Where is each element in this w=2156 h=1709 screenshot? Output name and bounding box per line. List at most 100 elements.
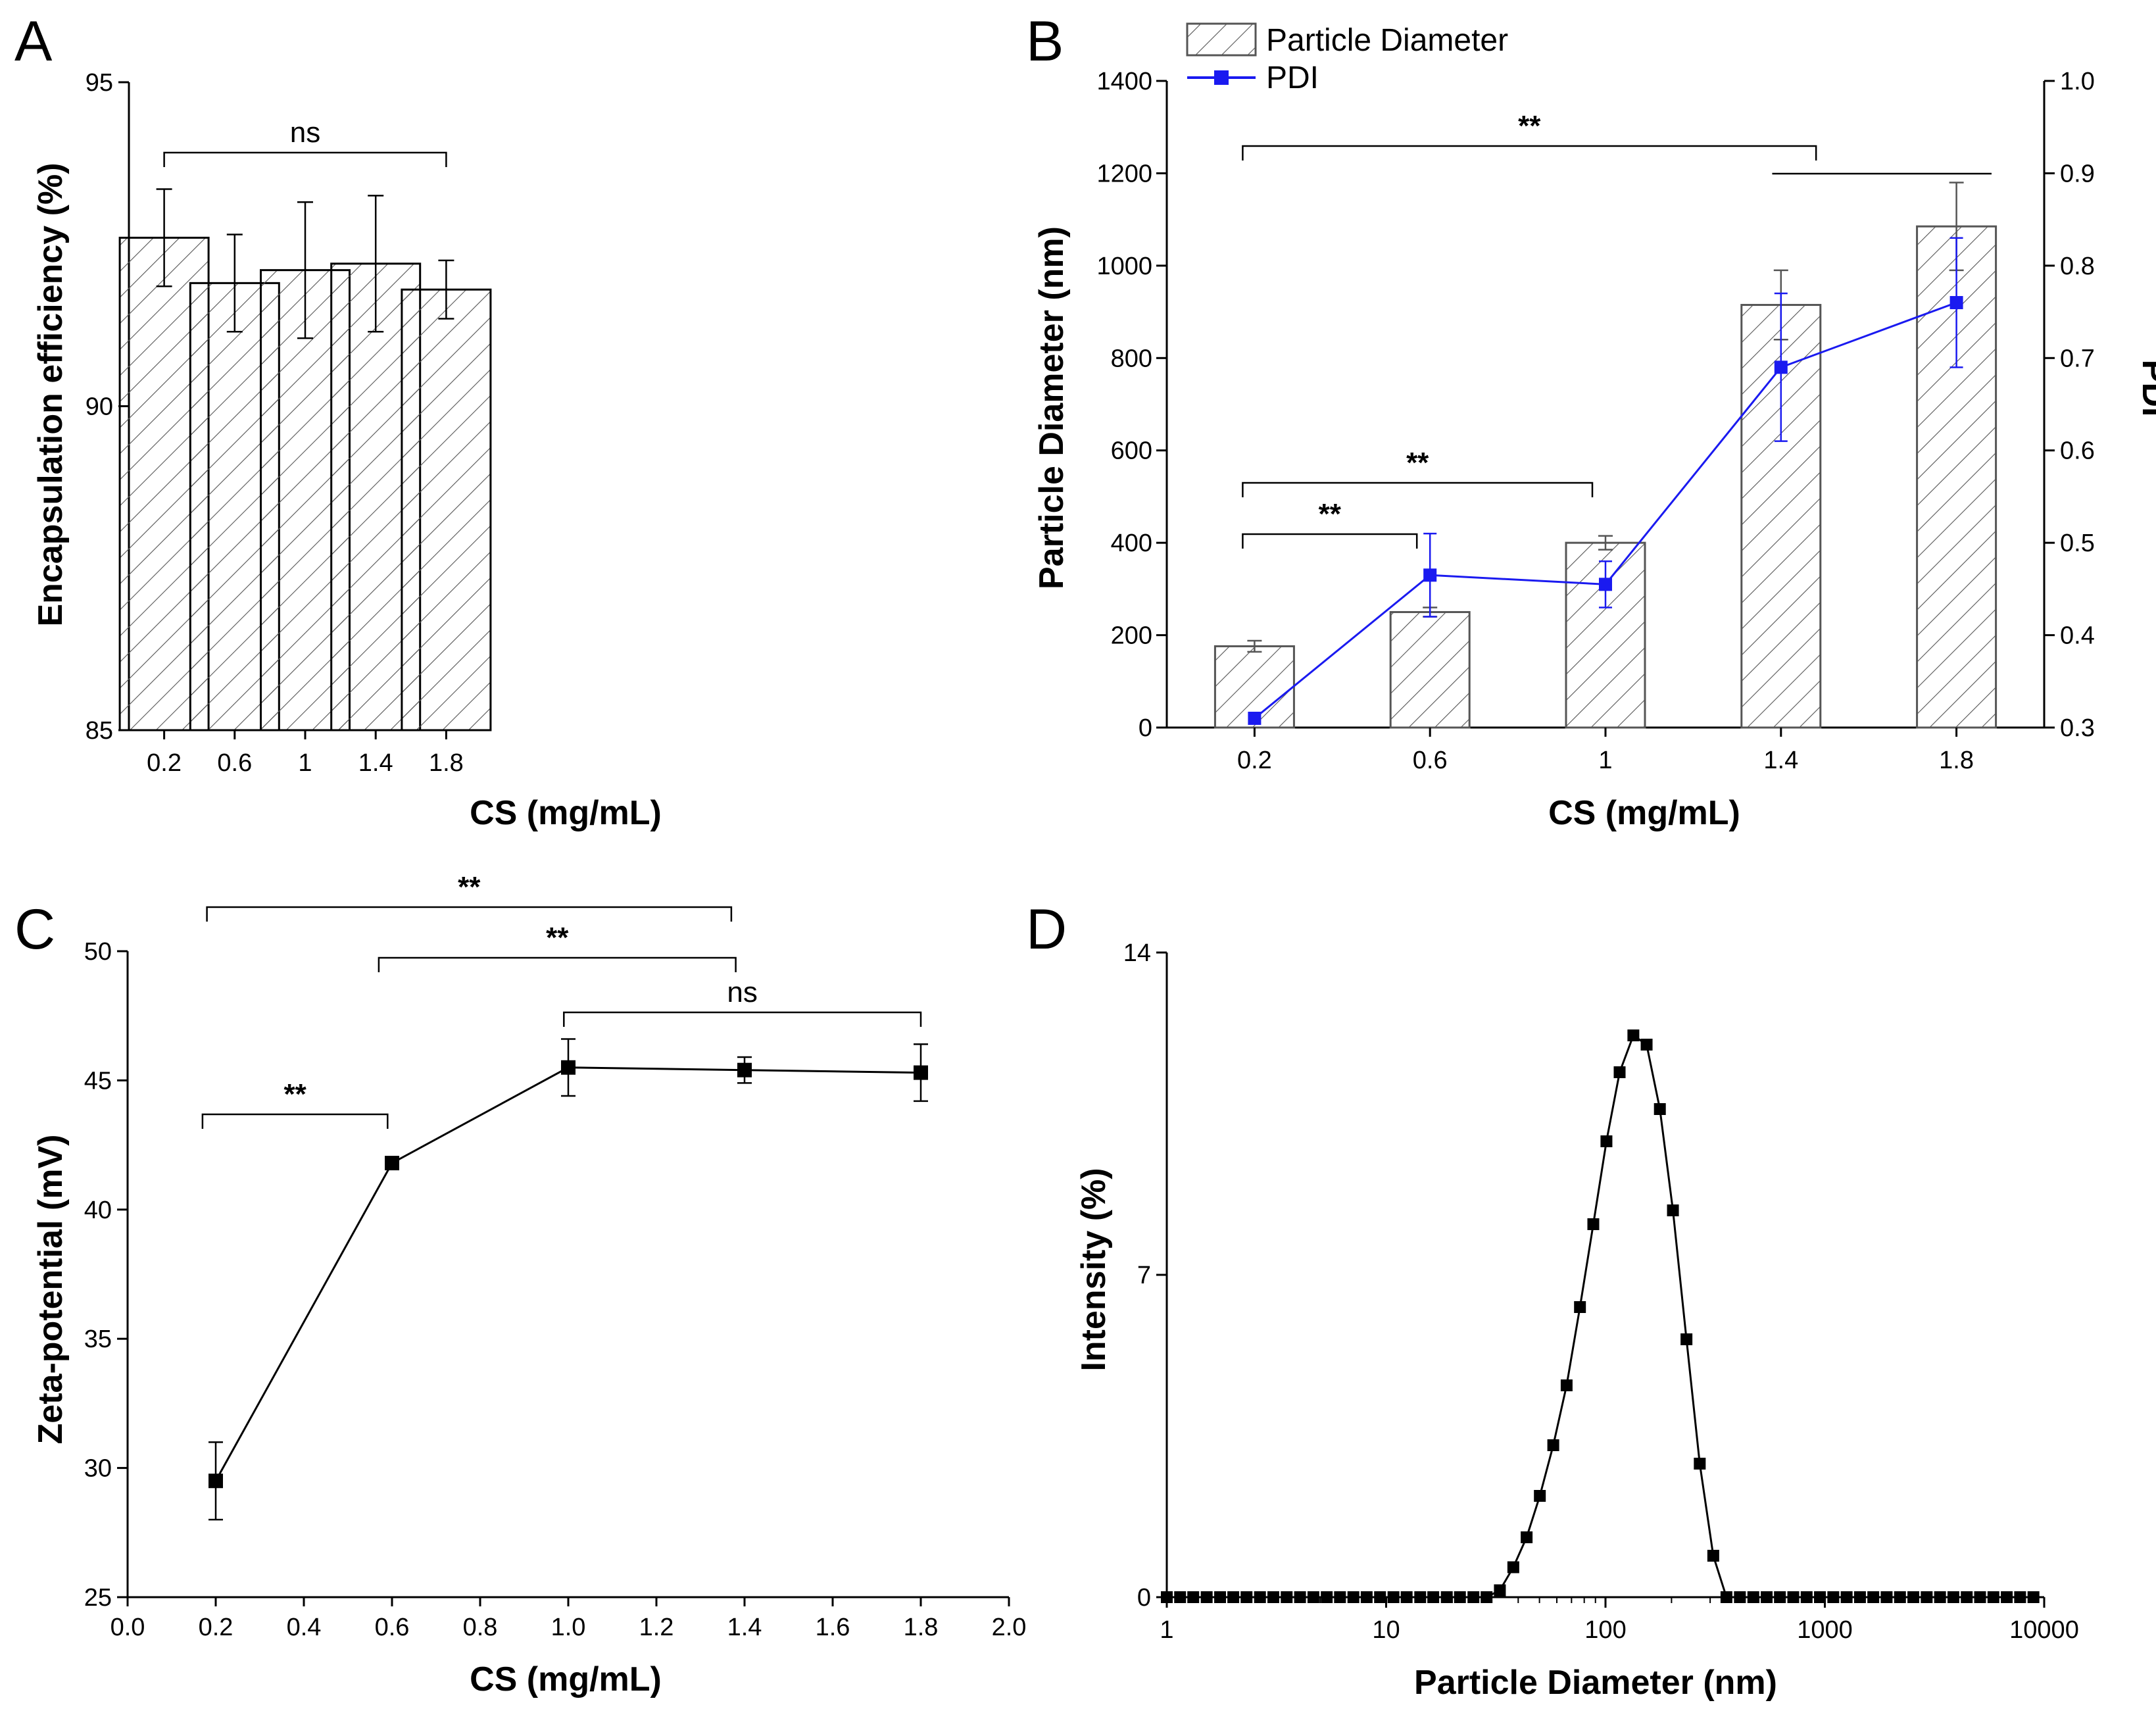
chart-d-point-2 — [1187, 1591, 1200, 1603]
chart-d-point-59 — [1947, 1591, 1959, 1603]
chart-a-xtick-label-1: 0.6 — [217, 749, 252, 777]
chart-d-point-54 — [1880, 1591, 1893, 1603]
chart-b-bracket-1 — [1242, 482, 1594, 497]
chart-c-ytick-label-1: 30 — [84, 1455, 112, 1483]
chart-a-ytick-label-2: 95 — [86, 69, 113, 97]
chart-a-bar-4 — [401, 288, 492, 731]
chart-b-pdi-point-3 — [1774, 360, 1788, 374]
chart-d-point-48 — [1800, 1591, 1813, 1603]
panel-label-d: D — [1026, 898, 1067, 961]
chart-d-point-40 — [1694, 1458, 1706, 1470]
chart-b-ytick-right-label-7: 1.0 — [2060, 68, 2095, 95]
chart-c-point-0 — [208, 1474, 223, 1489]
chart-d-point-23 — [1467, 1591, 1480, 1603]
chart-d-point-52 — [1853, 1591, 1866, 1603]
chart-c-bracket-2 — [378, 956, 737, 972]
chart-d-point-26 — [1507, 1561, 1519, 1573]
chart-b-ytick-right-label-6: 0.9 — [2060, 160, 2095, 187]
chart-b-ytick-right-label-4: 0.7 — [2060, 345, 2095, 372]
chart-d-point-19 — [1414, 1591, 1427, 1603]
chart-d-point-25 — [1494, 1584, 1506, 1597]
chart-c-ylabel: Zeta-potential (mV) — [32, 1135, 70, 1445]
chart-b-ytick-right-label-2: 0.5 — [2060, 530, 2095, 557]
chart-c-line — [214, 1066, 921, 1481]
chart-b-particle-diameter-pdi: CS (mg/mL) Particle Diameter (nm) PDI Pa… — [1033, 22, 2156, 832]
chart-c-xtick-label-7: 1.4 — [727, 1614, 762, 1641]
chart-d-point-5 — [1227, 1591, 1240, 1603]
chart-b-ytick-label-2: 400 — [1111, 530, 1152, 557]
chart-b-ylabel: Particle Diameter (nm) — [1033, 226, 1071, 589]
chart-c-xtick-label-4: 0.8 — [463, 1614, 498, 1641]
chart-c-xtick-label-3: 0.6 — [375, 1614, 410, 1641]
chart-d-point-53 — [1867, 1591, 1880, 1603]
chart-d-point-13 — [1334, 1591, 1346, 1603]
chart-b-bar-4 — [1916, 225, 1997, 729]
chart-b-ytick-right-label-1: 0.4 — [2060, 622, 2095, 650]
chart-d-point-0 — [1161, 1591, 1173, 1603]
chart-d-point-6 — [1240, 1591, 1253, 1603]
chart-b-bar-1 — [1389, 610, 1471, 729]
chart-d-point-21 — [1440, 1591, 1453, 1603]
chart-c-xlabel: CS (mg/mL) — [470, 1660, 662, 1698]
legend-swatch-particle-diameter — [1186, 22, 1257, 57]
chart-d-point-3 — [1200, 1591, 1213, 1603]
chart-d-point-44 — [1747, 1591, 1759, 1603]
chart-b-ytick-right-label-5: 0.8 — [2060, 253, 2095, 280]
chart-d-point-28 — [1534, 1490, 1546, 1502]
chart-b-pdi-point-4 — [1949, 296, 1963, 310]
chart-a-ytick-label-0: 85 — [86, 717, 113, 745]
chart-a-bracket-0 — [163, 151, 447, 167]
chart-d-point-45 — [1761, 1591, 1773, 1603]
chart-d-point-30 — [1560, 1379, 1573, 1391]
legend-marker-pdi — [1214, 70, 1229, 85]
legend-label-pdi: PDI — [1266, 61, 1319, 95]
panel-label-a: A — [14, 10, 53, 73]
chart-a-ytick-label-1: 90 — [86, 393, 113, 421]
chart-d-point-31 — [1574, 1301, 1586, 1313]
chart-b-xtick-label-3: 1.4 — [1763, 747, 1798, 774]
chart-d-point-58 — [1934, 1591, 1946, 1603]
chart-b-ytick-right-label-3: 0.6 — [2060, 437, 2095, 465]
chart-d-point-34 — [1613, 1066, 1626, 1078]
chart-b-pdi-point-0 — [1248, 711, 1262, 725]
chart-d-point-63 — [2001, 1591, 2013, 1603]
chart-d-size-distribution: Particle Diameter (nm) Intensity (%) 0 7 1… — [1075, 939, 2079, 1702]
chart-d-ytick-label-2: 14 — [1123, 939, 1151, 967]
chart-c-bracket-2-label: ** — [546, 922, 569, 954]
chart-d-ytick-label-1: 7 — [1137, 1262, 1151, 1289]
chart-d-point-20 — [1427, 1591, 1440, 1603]
chart-d-xtick-label-0: 1 — [1160, 1616, 1173, 1644]
chart-d-point-27 — [1521, 1531, 1533, 1543]
chart-c-bracket-3-label: ns — [727, 976, 757, 1008]
chart-c-ytick-label-3: 40 — [84, 1197, 112, 1224]
chart-c-zeta-potential: CS (mg/mL) Zeta-potential (mV) 25 30 35 40 4… — [32, 871, 1026, 1698]
chart-a-bracket-0-label: ns — [290, 116, 320, 149]
chart-d-point-46 — [1774, 1591, 1786, 1603]
chart-c-xtick-label-0: 0.0 — [110, 1614, 145, 1641]
chart-d-ytick-label-0: 0 — [1137, 1584, 1151, 1612]
chart-b-ytick-right-label-0: 0.3 — [2060, 714, 2095, 742]
chart-c-bracket-0-label: ** — [283, 1078, 306, 1110]
chart-d-point-55 — [1894, 1591, 1906, 1603]
chart-d-xtick-label-2: 100 — [1584, 1616, 1626, 1644]
chart-d-point-39 — [1680, 1333, 1693, 1345]
chart-c-xtick-label-9: 1.8 — [904, 1614, 939, 1641]
chart-a-xtick-label-0: 0.2 — [147, 749, 182, 777]
chart-b-ytick-label-3: 600 — [1111, 437, 1152, 465]
chart-d-point-37 — [1654, 1103, 1666, 1115]
chart-d-point-43 — [1734, 1591, 1746, 1603]
chart-d-point-10 — [1294, 1591, 1306, 1603]
chart-d-point-8 — [1267, 1591, 1279, 1603]
chart-d-point-49 — [1814, 1591, 1826, 1603]
chart-c-xtick-label-8: 1.6 — [816, 1614, 850, 1641]
chart-b-ytick-label-0: 0 — [1139, 714, 1152, 742]
chart-b-xtick-label-1: 0.6 — [1413, 747, 1448, 774]
chart-d-point-47 — [1787, 1591, 1800, 1603]
chart-b-bracket-2 — [1242, 145, 1817, 161]
chart-d-point-35 — [1627, 1029, 1640, 1041]
legend-label-particle-diameter: Particle Diameter — [1266, 23, 1508, 58]
chart-b-xlabel: CS (mg/mL) — [1548, 794, 1740, 832]
chart-c-point-2 — [561, 1060, 576, 1075]
chart-d-point-38 — [1667, 1204, 1679, 1216]
chart-d-point-65 — [2027, 1591, 2040, 1603]
